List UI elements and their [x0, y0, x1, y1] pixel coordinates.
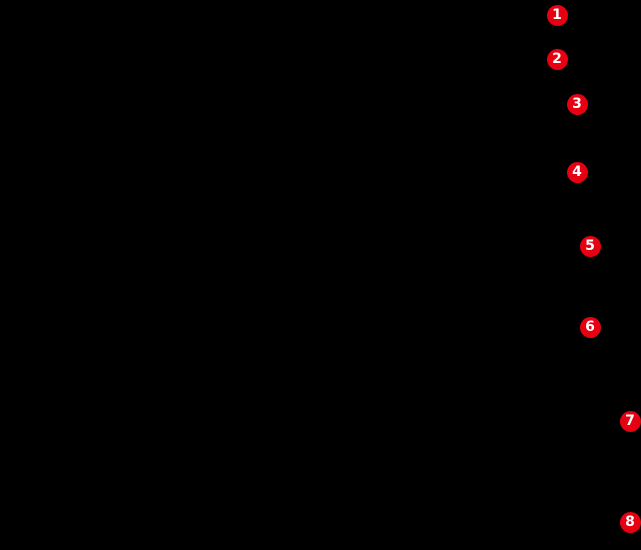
som-marker-7[interactable]: 7	[619, 410, 641, 432]
som-marker-2[interactable]: 2	[546, 48, 568, 70]
som-marker-6[interactable]: 6	[579, 316, 601, 338]
som-marker-3[interactable]: 3	[566, 93, 588, 115]
som-marker-5[interactable]: 5	[579, 235, 601, 257]
som-marker-8[interactable]: 8	[619, 511, 641, 533]
som-marker-4[interactable]: 4	[566, 161, 588, 183]
som-marker-1[interactable]: 1	[546, 4, 568, 26]
